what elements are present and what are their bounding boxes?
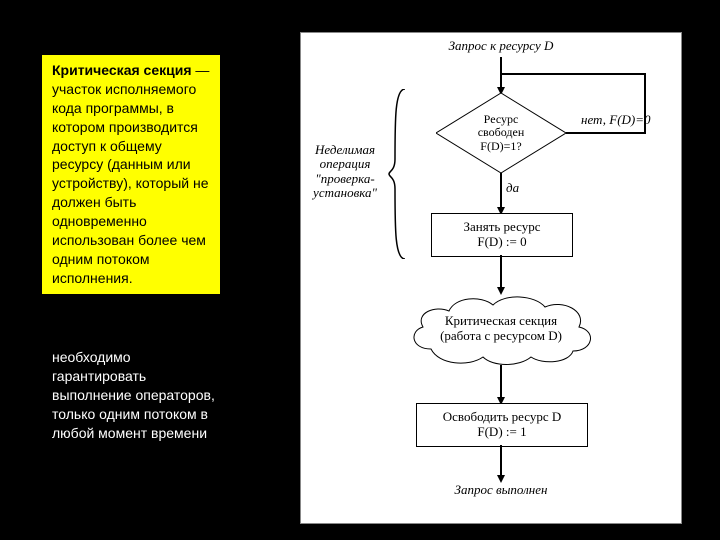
flow-arrow <box>500 255 502 291</box>
release-text: Освободить ресурс DF(D) := 1 <box>443 410 561 440</box>
flow-no-label: нет, F(D)=0 <box>581 113 676 127</box>
critical-text: Критическая секция(работа с ресурсом D) <box>440 314 562 344</box>
definition-box: Критическая секция — участок исполняемог… <box>42 55 220 294</box>
occupy-text: Занять ресурсF(D) := 0 <box>463 220 540 250</box>
flow-arrow <box>500 173 502 211</box>
side-label-text: Неделимая операция"проверка-установка" <box>313 142 377 200</box>
flow-critical-cloud: Критическая секция(работа с ресурсом D) <box>401 291 601 367</box>
flow-end-label: Запрос выполнен <box>426 483 576 497</box>
note-box: необходимо гарантировать выполнение опер… <box>42 342 230 448</box>
flow-start-label: Запрос к ресурсу D <box>426 39 576 53</box>
flow-loop-h2 <box>501 73 646 75</box>
decision-text: РесурссвободенF(D)=1? <box>478 113 525 153</box>
flow-yes-label: да <box>506 181 536 195</box>
flow-occupy: Занять ресурсF(D) := 0 <box>431 213 573 257</box>
flow-loop-h1 <box>566 132 646 134</box>
flowchart-panel: Запрос к ресурсу D РесурссвободенF(D)=1?… <box>300 32 682 524</box>
flow-loop-v2 <box>500 73 502 87</box>
flow-release: Освободить ресурс DF(D) := 1 <box>416 403 588 447</box>
flow-arrow <box>500 445 502 479</box>
flow-arrow <box>500 365 502 401</box>
flow-decision: РесурссвободенF(D)=1? <box>436 93 566 173</box>
flow-side-label: Неделимая операция"проверка-установка" <box>303 143 387 200</box>
flow-loop-v <box>644 73 646 134</box>
definition-term: Критическая секция <box>52 62 192 78</box>
definition-body: — участок исполняемого кода программы, в… <box>52 62 209 286</box>
note-text: необходимо гарантировать выполнение опер… <box>52 349 215 441</box>
brace-icon <box>387 89 409 259</box>
